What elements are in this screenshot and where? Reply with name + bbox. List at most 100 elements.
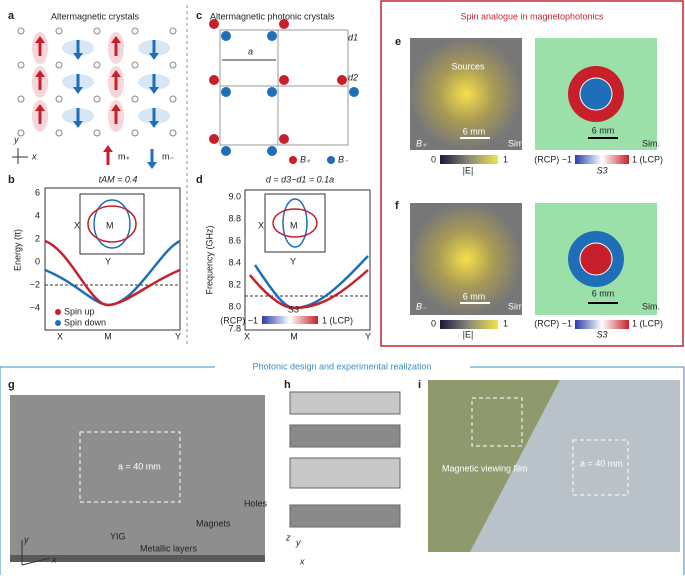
dashed-box xyxy=(79,431,181,503)
curve xyxy=(249,269,369,310)
arrow-head xyxy=(111,104,121,111)
field-map xyxy=(410,203,522,315)
panel-letter: a xyxy=(8,10,15,22)
atom xyxy=(93,129,101,137)
pole xyxy=(209,75,219,85)
scale-label: 6 mm xyxy=(463,291,486,301)
arrow-head xyxy=(35,36,45,43)
axis-label: y xyxy=(13,134,19,144)
colorbar-label: 1 xyxy=(503,318,508,328)
colorbar-label: S3 xyxy=(596,165,607,175)
atom xyxy=(17,61,25,69)
atom xyxy=(17,129,25,137)
axis xyxy=(21,557,51,566)
atom xyxy=(55,129,63,137)
pole xyxy=(221,87,231,97)
annotation: Magnetic viewing film xyxy=(442,463,528,473)
colorbar-label: |E| xyxy=(463,165,474,175)
arrow-head xyxy=(73,53,83,60)
arrow-head xyxy=(103,145,113,152)
legend-dot xyxy=(55,320,61,326)
pole xyxy=(221,31,231,41)
inset-curve xyxy=(282,198,308,248)
arrow-head xyxy=(111,70,121,77)
tick-label: 2 xyxy=(35,233,40,243)
arrow-head xyxy=(35,70,45,77)
panel-title: Altermagnetic photonic crystals xyxy=(210,11,335,21)
inset-curve xyxy=(272,208,318,238)
legend-label: m₋ xyxy=(162,151,174,161)
inset-label: Y xyxy=(105,256,111,266)
annotation: Sim. xyxy=(508,301,526,311)
pole xyxy=(267,87,277,97)
colorbar-label: 1 xyxy=(503,154,508,164)
colorbar-label: S3 xyxy=(596,329,607,339)
arrow-head xyxy=(147,162,157,169)
atom xyxy=(131,27,139,35)
layer xyxy=(289,424,401,448)
tick-label: 4 xyxy=(35,210,40,220)
pole xyxy=(221,146,231,156)
pole xyxy=(279,134,289,144)
tick-label: M xyxy=(104,331,112,341)
annotation: Metallic layers xyxy=(140,543,198,553)
tick-label: −2 xyxy=(30,279,40,289)
legend-label: B₊ xyxy=(300,154,311,164)
colorbar xyxy=(575,320,629,329)
colorbar xyxy=(440,155,498,164)
field-map xyxy=(410,38,522,150)
annotation: YIG xyxy=(110,531,126,541)
panel-title: tAM = 0.4 xyxy=(99,174,138,184)
tick-label: 6 xyxy=(35,187,40,197)
arrow-head xyxy=(149,87,159,94)
colorbar-label: (RCP) −1 xyxy=(534,318,572,328)
inset-curve xyxy=(93,199,131,249)
cell xyxy=(219,29,349,146)
tick-label: X xyxy=(244,331,250,341)
pole xyxy=(349,87,359,97)
panel-letter: b xyxy=(8,174,15,186)
atom xyxy=(93,27,101,35)
dashed-box xyxy=(471,397,523,447)
colorbar-label: 0 xyxy=(431,154,436,164)
panel-letter: h xyxy=(284,379,291,391)
axis-label: z xyxy=(285,532,291,542)
curve xyxy=(253,255,369,310)
dashed-box xyxy=(572,439,629,496)
legend-label: B₋ xyxy=(338,154,349,164)
tick-label: 8.4 xyxy=(228,257,241,267)
s3 xyxy=(579,242,613,276)
axis-title: Energy (tt) xyxy=(12,229,22,271)
atom xyxy=(17,95,25,103)
colorbar-label: (RCP) −1 xyxy=(534,154,572,164)
axis-label: y xyxy=(295,537,301,547)
slab xyxy=(10,395,265,555)
pole xyxy=(279,75,289,85)
annotation: Sim. xyxy=(508,138,526,148)
annotation: Sim. xyxy=(642,301,660,311)
tick-label: M xyxy=(290,331,298,341)
atom xyxy=(55,27,63,35)
atom xyxy=(55,95,63,103)
tick-label: 7.8 xyxy=(228,323,241,333)
inset-curve xyxy=(87,205,137,243)
legend-label: m₊ xyxy=(118,151,130,161)
atom xyxy=(55,61,63,69)
atom xyxy=(169,95,177,103)
colorbar-label: (RCP) −1 xyxy=(220,315,258,325)
colorbar-label: 0 xyxy=(431,318,436,328)
atom xyxy=(93,61,101,69)
tick-label: 8.8 xyxy=(228,213,241,223)
pole xyxy=(267,146,277,156)
inset-label: X xyxy=(74,220,80,230)
annotation: a = 40 mm xyxy=(580,458,623,468)
plot-frame xyxy=(244,189,371,331)
colorbar-label: 1 (LCP) xyxy=(632,154,663,164)
axis-label: x xyxy=(299,556,305,566)
annotation: B₊ xyxy=(416,138,427,148)
photo xyxy=(470,380,680,552)
pole xyxy=(267,31,277,41)
colorbar-label: 1 (LCP) xyxy=(632,318,663,328)
atom xyxy=(131,61,139,69)
inset-label: X xyxy=(258,220,264,230)
